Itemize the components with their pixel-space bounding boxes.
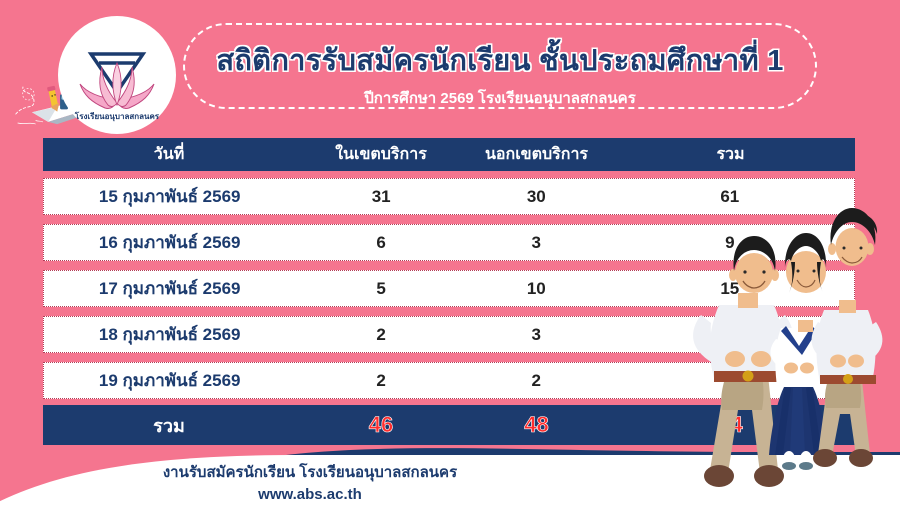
svg-text:โรงเรียนอนุบาลสกลนคร: โรงเรียนอนุบาลสกลนคร bbox=[74, 111, 160, 122]
